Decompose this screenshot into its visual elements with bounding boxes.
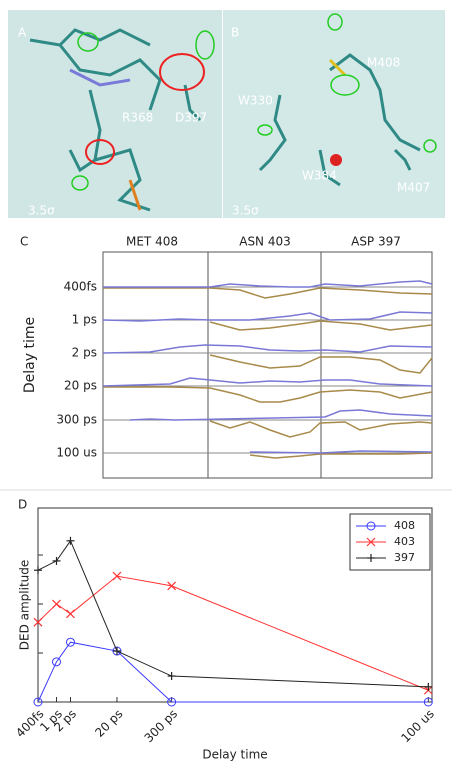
x-tick-label: 300 ps (142, 707, 181, 746)
marker (52, 599, 61, 609)
marker-stroke (167, 581, 177, 591)
panel-label: B (231, 26, 239, 40)
marker (33, 617, 43, 627)
residue-label: M408 (367, 56, 400, 70)
sticks (69, 68, 131, 87)
column-header: ASN 403 (239, 235, 291, 249)
sticks (328, 58, 347, 77)
marker (366, 537, 376, 547)
marker (66, 609, 75, 619)
sticks (29, 28, 202, 212)
marker-stroke (33, 617, 43, 627)
marker (33, 697, 43, 707)
density-red (159, 53, 205, 91)
marker (66, 536, 75, 545)
baselines (103, 286, 432, 454)
row-label: 2 ps (72, 346, 97, 360)
panel-a: A R368 D397 3.5σ (8, 10, 222, 218)
marker (52, 556, 61, 565)
panel-a-bg (8, 10, 222, 218)
marker (167, 581, 177, 591)
contour-level: 3.5σ (28, 204, 55, 218)
density-green (195, 30, 215, 60)
column-header: ASP 397 (351, 235, 401, 249)
x-axis-label: Delay time (202, 748, 267, 762)
marker-stroke (66, 609, 75, 619)
row-label: 300 ps (56, 413, 97, 427)
density-green (423, 139, 437, 153)
marker (112, 647, 121, 656)
panel-b-bg (223, 10, 445, 218)
marker (51, 657, 61, 667)
residue-label: R368 (122, 111, 153, 125)
x-tick-label: 100 us (398, 707, 437, 746)
residue-label: M407 (397, 181, 430, 195)
marker (424, 682, 433, 691)
legend-label: 403 (394, 535, 415, 548)
panel-b: B M408 W330 W384 M407 3.5σ (223, 10, 445, 218)
water (330, 154, 342, 166)
marker (423, 697, 433, 707)
frame (102, 251, 433, 479)
legend-label: 408 (394, 519, 415, 532)
series-line (37, 641, 429, 703)
marker (34, 566, 42, 575)
marker (112, 571, 122, 581)
density-red (85, 139, 115, 165)
sticks (258, 53, 421, 187)
marker (167, 697, 177, 707)
panel-label: A (18, 26, 27, 40)
y-axis-label: DED amplitude (18, 560, 32, 651)
panel-d: D DED amplitude Delay time (18, 498, 268, 762)
panel-c: C MET 408 ASN 403 ASP 397 Delay time 400… (20, 235, 433, 479)
density-green (71, 175, 89, 191)
density-green (77, 32, 99, 52)
legend-label: 397 (394, 551, 415, 564)
series-line (37, 539, 429, 688)
x-tick-label: 20 ps (92, 707, 125, 740)
marker (367, 554, 375, 562)
density-green (327, 13, 343, 31)
series-line (37, 575, 429, 691)
density-green (257, 124, 273, 136)
column-header: MET 408 (126, 235, 178, 249)
density-green (330, 74, 360, 96)
y-axis-label: Delay time (22, 317, 38, 393)
contour-level: 3.5σ (232, 204, 259, 218)
panel-label: C (20, 235, 28, 249)
marker (65, 637, 75, 647)
row-label: 20 ps (64, 379, 97, 393)
residue-label: D397 (175, 111, 207, 125)
marker (366, 521, 376, 531)
panel-label: D (18, 498, 27, 512)
sticks (128, 179, 142, 211)
traces (102, 280, 433, 459)
residue-label: W384 (302, 169, 337, 183)
marker-stroke (112, 571, 122, 581)
residue-label: W330 (238, 94, 273, 108)
marker-stroke (52, 599, 61, 609)
row-label: 400fs (64, 280, 97, 294)
row-label: 100 us (56, 446, 97, 460)
marker-stroke (366, 537, 376, 547)
row-label: 1 ps (72, 313, 97, 327)
marker (167, 672, 176, 681)
